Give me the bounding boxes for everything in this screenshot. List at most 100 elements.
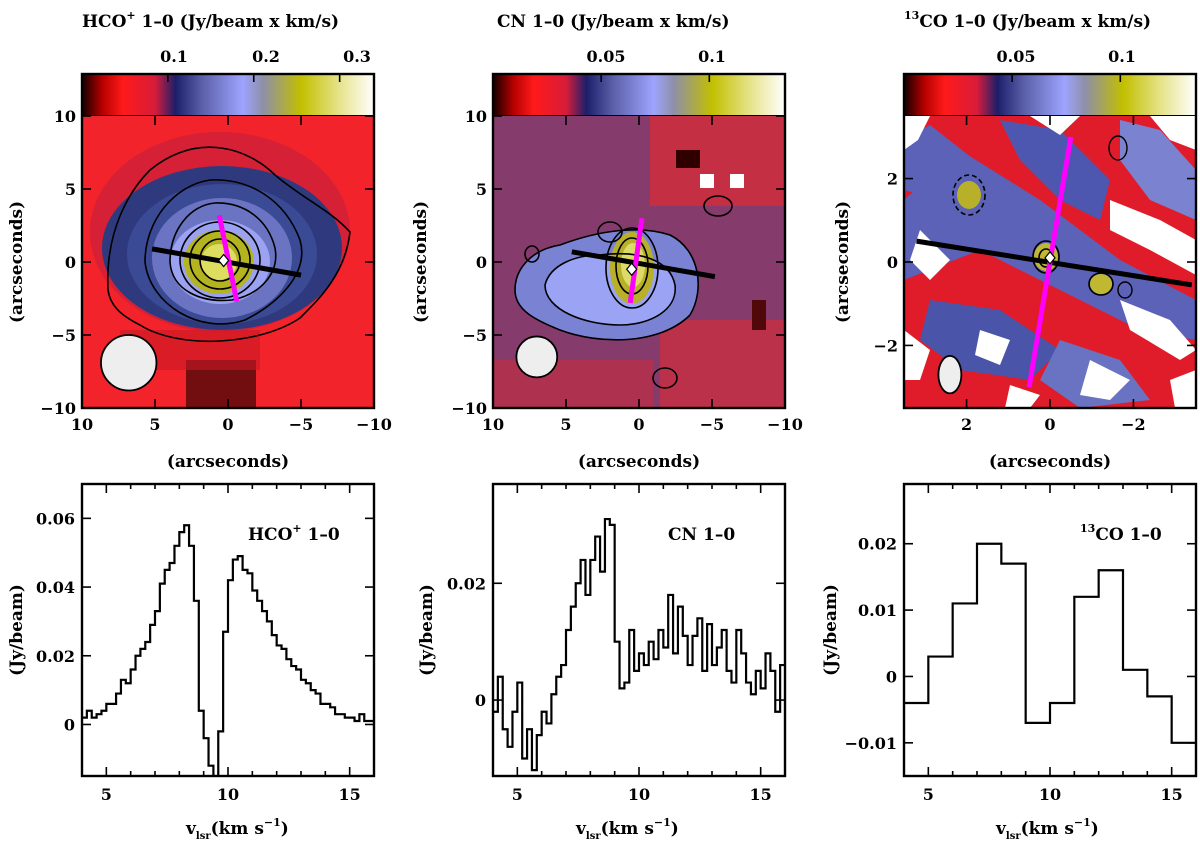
spectrum-ytick-label: 0 (64, 715, 75, 734)
spectrum-plot-cn: 5 10 15 0 0.02 (447, 484, 786, 804)
colorbar-hco (81, 73, 375, 117)
colorbar-ticklabels-cn: 0.05 0.1 (587, 47, 726, 66)
map-xtick-label: −5 (289, 415, 314, 434)
map-xtick-label: 0 (1044, 415, 1055, 434)
map-ytick-label: −10 (451, 399, 487, 418)
map-ytick-label: 0 (476, 253, 487, 272)
map-image-hco (82, 116, 374, 408)
spectrum-ytick-label: 0.02 (447, 574, 486, 593)
spectrum-title-cn: CN 1–0 (668, 525, 735, 545)
outflow-axis-line (571, 249, 716, 280)
spectrum-xlabel-13co: vlsr(km s−1) (995, 816, 1099, 842)
map-xlabel-cn: (arcseconds) (578, 452, 700, 472)
colorbar-ticklabel: 0.1 (160, 47, 188, 66)
map-xtick-label: 0 (222, 415, 233, 434)
peak-marker (1044, 250, 1056, 265)
colorbar-ticklabel: 0.05 (587, 47, 626, 66)
map-xtick-label: −10 (767, 415, 803, 434)
map-overlay-13co (916, 136, 1193, 395)
spectrum-ytick-label: 0 (475, 691, 486, 710)
colorbar-ticklabel: 0.3 (343, 47, 371, 66)
map-panel-hco: HCO+ 1–0 (Jy/beam x km/s) 0.1 0.2 0.3 (7, 9, 392, 472)
colorbar-ticklabels-hco: 0.1 0.2 0.3 (160, 47, 371, 66)
map-xtick-label: 2 (961, 415, 972, 434)
map-xtick-label: 5 (560, 415, 571, 434)
spectrum-xtick-label: 10 (1039, 785, 1061, 804)
colorbar-cn (492, 73, 786, 117)
map-ytick-label: −5 (51, 326, 76, 345)
beam-ellipse (937, 354, 963, 395)
spectrum-title-13co: 13CO 1–0 (1080, 522, 1162, 545)
spectrum-xtick-label: 10 (628, 785, 650, 804)
map-xtick-label: 10 (71, 415, 93, 434)
spectrum-plot-hco: 5 10 15 0 0.02 0.04 0.06 (36, 484, 375, 804)
spectrum-ytick-label: 0.06 (36, 509, 75, 528)
spectrum-xtick-label: 15 (1161, 785, 1183, 804)
spectrum-ytick-label: 0.04 (36, 578, 75, 597)
map-panel-cn: CN 1–0 (Jy/beam x km/s) 0.05 0.1 (411, 12, 803, 472)
map-xtick-label: −2 (1121, 415, 1146, 434)
spectrum-xtick-label: 5 (101, 785, 112, 804)
spectrum-plot-13co: 5 10 15 −0.01 0 0.01 0.02 (845, 484, 1197, 804)
peak-marker (625, 262, 638, 277)
map-xtick-label: −10 (356, 415, 392, 434)
spectrum-panel-13co: 5 10 15 −0.01 0 0.01 0.02 13CO 1–0 (Jy/beam) v… (821, 482, 1198, 842)
beam-ellipse (515, 335, 559, 379)
spectrum-xtick-label: 5 (512, 785, 523, 804)
map-xtick-label: 10 (482, 415, 504, 434)
beam-ellipse (100, 334, 158, 392)
colorbar-ticklabel: 0.2 (252, 47, 280, 66)
spectrum-ylabel-cn: (Jy/beam) (417, 584, 437, 676)
spectrum-line (493, 517, 785, 772)
spectrum-xtick-label: 15 (339, 785, 361, 804)
spectrum-line (904, 542, 1196, 744)
spectrum-ylabel-13co: (Jy/beam) (821, 584, 841, 676)
colorbar-ticklabel: 0.1 (1108, 47, 1136, 66)
colorbar-13co (903, 73, 1197, 117)
spectrum-panel-cn: 5 10 15 0 0.02 CN 1–0 (Jy/beam) vlsr(km s−1) (417, 482, 787, 842)
map-ytick-label: 10 (54, 107, 76, 126)
map-ytick-label: −2 (873, 336, 898, 355)
colorbar-ticklabel: 0.1 (698, 47, 726, 66)
map-ylabel-cn: (arcseconds) (411, 201, 431, 323)
outflow-axis-line (916, 238, 1193, 288)
colorbar-ticklabels-13co: 0.05 0.1 (997, 47, 1136, 66)
spectrum-title-hco: HCO+ 1–0 (248, 522, 340, 545)
map-xlabel-13co: (arcseconds) (989, 452, 1111, 472)
disk-axis-line (627, 217, 645, 304)
map-ytick-label: 5 (65, 180, 76, 199)
map-title-cn: CN 1–0 (Jy/beam x km/s) (497, 12, 730, 32)
map-ytick-label: 0 (65, 253, 76, 272)
spectrum-xlabel-cn: vlsr(km s−1) (575, 816, 679, 842)
map-overlay-cn (515, 217, 716, 379)
spectrum-xlabel-hco: vlsr(km s−1) (185, 816, 289, 842)
spectrum-ytick-label: −0.01 (845, 734, 897, 753)
spectrum-ytick-label: 0.01 (858, 601, 897, 620)
map-ytick-label: −5 (462, 326, 487, 345)
map-panel-13co: 13CO 1–0 (Jy/beam x km/s) 0.05 0.1 (833, 9, 1198, 472)
disk-axis-line (216, 214, 240, 302)
spectrum-xtick-label: 15 (750, 785, 772, 804)
map-title-13co: 13CO 1–0 (Jy/beam x km/s) (904, 9, 1151, 32)
spectrum-panel-hco: 5 10 15 0 0.02 0.04 0.06 HCO+ 1–0 (Jy/beam) vl… (7, 482, 376, 842)
map-ylabel-13co: (arcseconds) (833, 201, 853, 323)
map-ytick-label: −10 (40, 399, 76, 418)
spectrum-xtick-label: 5 (923, 785, 934, 804)
map-overlay-hco (100, 214, 302, 392)
map-xtick-label: 0 (633, 415, 644, 434)
spectrum-line (82, 524, 374, 776)
map-ytick-label: 0 (887, 253, 898, 272)
spectrum-xtick-label: 10 (217, 785, 239, 804)
colorbar-ticklabel: 0.05 (997, 47, 1036, 66)
map-xlabel-hco: (arcseconds) (167, 452, 289, 472)
spectrum-ylabel-hco: (Jy/beam) (7, 584, 27, 676)
map-ytick-label: 2 (887, 170, 898, 189)
map-xtick-label: −5 (700, 415, 725, 434)
map-ytick-label: 5 (476, 180, 487, 199)
spectrum-ytick-label: 0 (886, 667, 897, 686)
map-ticks-13co: 2 0 −2 2 0 −2 (873, 74, 1196, 434)
spectrum-ytick-label: 0.02 (36, 647, 75, 666)
